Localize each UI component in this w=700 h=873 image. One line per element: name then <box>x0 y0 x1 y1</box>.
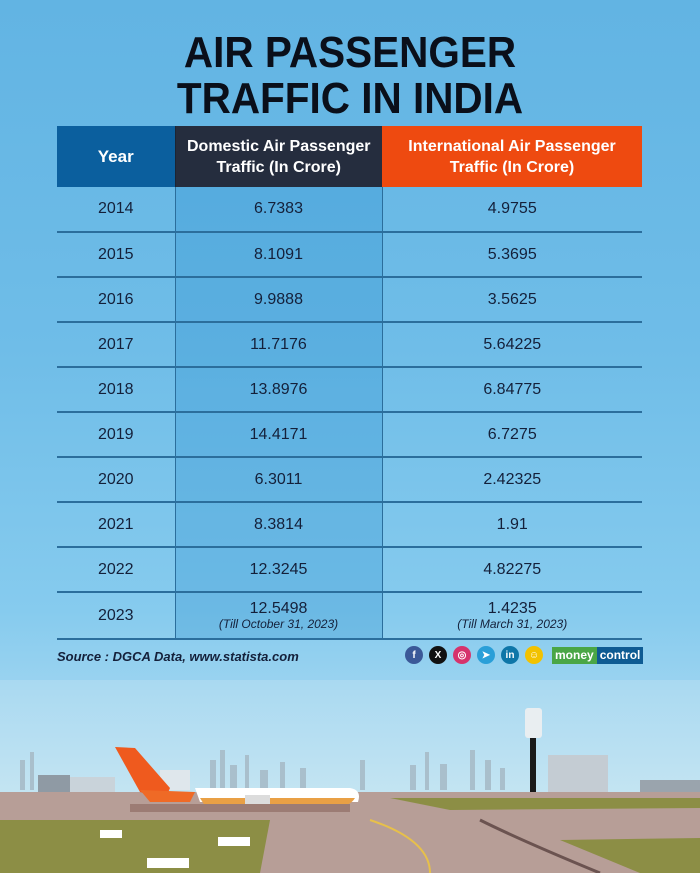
international-cell-value: 1.91 <box>496 515 528 533</box>
year-cell-value: 2022 <box>97 560 134 578</box>
table-row: 2019 14.4171 6.7275 <box>57 412 642 458</box>
table-row: 2014 6.7383 4.9755 <box>57 187 642 233</box>
header-domestic: Domestic Air Passenger Traffic (In Crore… <box>174 126 382 187</box>
year-cell-value: 2015 <box>97 245 134 263</box>
domestic-cell: 11.7176 <box>174 322 383 368</box>
domestic-cell: 8.1091 <box>174 232 383 278</box>
traffic-table: Year Domestic Air Passenger Traffic (In … <box>57 126 642 640</box>
year-cell-value: 2020 <box>97 470 134 488</box>
airport-illustration <box>0 680 700 873</box>
header-international: International Air Passenger Traffic (In … <box>382 126 642 187</box>
international-cell: 6.7275 <box>382 412 642 458</box>
header-row: Year Domestic Air Passenger Traffic (In … <box>57 126 642 187</box>
international-cell-value: 6.7275 <box>487 425 537 443</box>
year-cell: 2019 <box>57 412 175 458</box>
control-tower <box>530 725 536 800</box>
domestic-cell: 6.3011 <box>174 457 383 503</box>
year-cell-value: 2019 <box>97 425 134 443</box>
international-cell-value: 5.64225 <box>483 335 542 353</box>
domestic-cell-value: 11.7176 <box>250 335 307 353</box>
international-cell: 4.9755 <box>382 187 642 233</box>
snapchat-icon[interactable]: ☺ <box>525 646 543 664</box>
table-row: 2017 11.7176 5.64225 <box>57 322 642 368</box>
title-line-2: TRAFFIC IN INDIA <box>176 74 524 123</box>
year-cell: 2018 <box>57 367 175 413</box>
instagram-icon[interactable]: ◎ <box>453 646 471 664</box>
international-cell: 3.5625 <box>382 277 642 323</box>
international-cell-value: 3.5625 <box>487 290 537 308</box>
airplane <box>115 747 359 812</box>
year-cell: 2022 <box>57 547 175 593</box>
year-cell-value: 2023 <box>97 606 134 624</box>
table-row: 2021 8.3814 1.91 <box>57 502 642 548</box>
international-cell-note: (Till March 31, 2023) <box>457 617 568 631</box>
domestic-cell: 12.3245 <box>174 547 383 593</box>
international-cell: 6.84775 <box>382 367 642 413</box>
telegram-icon[interactable]: ➤ <box>477 646 495 664</box>
domestic-cell-value: 6.3011 <box>254 470 303 488</box>
international-cell: 5.3695 <box>382 232 642 278</box>
domestic-cell-value: 14.4171 <box>249 425 308 443</box>
year-cell: 2014 <box>57 187 175 233</box>
table-row: 2018 13.8976 6.84775 <box>57 367 642 413</box>
domestic-cell-value: 8.1091 <box>254 245 303 263</box>
grass <box>0 820 270 873</box>
year-cell: 2016 <box>57 277 175 323</box>
domestic-cell-value: 12.5498 <box>249 600 308 617</box>
year-cell: 2021 <box>57 502 175 548</box>
international-cell-value: 4.9755 <box>487 200 537 217</box>
domestic-cell-value: 8.3814 <box>254 515 303 533</box>
international-cell-value: 1.4235 <box>487 600 537 617</box>
year-cell: 2023 <box>57 592 175 640</box>
year-cell: 2017 <box>57 322 175 368</box>
international-cell: 5.64225 <box>382 322 642 368</box>
international-cell: 1.91 <box>382 502 642 548</box>
domestic-cell: 14.4171 <box>174 412 383 458</box>
domestic-cell-value: 12.3245 <box>249 560 308 578</box>
international-cell-value: 6.84775 <box>483 380 542 398</box>
domestic-cell-note: (Till October 31, 2023) <box>218 617 339 631</box>
international-cell-value: 4.82275 <box>483 560 542 578</box>
year-cell-value: 2018 <box>97 380 134 398</box>
international-cell: 1.4235 (Till March 31, 2023) <box>382 592 642 640</box>
year-cell-value: 2014 <box>97 200 134 217</box>
year-cell: 2015 <box>57 232 175 278</box>
table-row: 2020 6.3011 2.42325 <box>57 457 642 503</box>
year-cell-value: 2017 <box>97 335 134 353</box>
domestic-cell-value: 13.8976 <box>249 380 308 398</box>
source-note: Source : DGCA Data, www.statista.com <box>57 649 299 664</box>
airplane-tail <box>115 747 170 800</box>
year-cell: 2020 <box>57 457 175 503</box>
domestic-cell: 6.7383 <box>174 187 383 233</box>
table-row: 2022 12.3245 4.82275 <box>57 547 642 593</box>
linkedin-icon[interactable]: in <box>501 646 519 664</box>
moneycontrol-logo: money control <box>552 646 644 664</box>
header-year: Year <box>57 126 175 187</box>
domestic-cell: 9.9888 <box>174 277 383 323</box>
logo-part-money: money <box>552 646 597 664</box>
city-skyline <box>20 750 505 790</box>
international-cell-value: 2.42325 <box>483 470 542 488</box>
year-cell-value: 2021 <box>97 515 134 533</box>
table-row: 2015 8.1091 5.3695 <box>57 232 642 278</box>
facebook-icon[interactable]: f <box>405 646 423 664</box>
logo-part-control: control <box>596 646 644 664</box>
table-row: 2023 12.5498 (Till October 31, 2023) 1.4235… <box>57 592 642 640</box>
runway-signs <box>100 830 250 868</box>
domestic-cell: 13.8976 <box>174 367 383 413</box>
domestic-cell-value: 6.7383 <box>254 200 303 217</box>
x-icon[interactable]: X <box>429 646 447 664</box>
international-cell-value: 5.3695 <box>487 245 537 263</box>
international-cell: 2.42325 <box>382 457 642 503</box>
page-title: AIR PASSENGER TRAFFIC IN INDIA <box>28 30 672 122</box>
social-links: f X ◎ ➤ in ☺ money control <box>405 646 644 664</box>
domestic-cell: 12.5498 (Till October 31, 2023) <box>174 592 383 640</box>
title-line-1: AIR PASSENGER <box>183 28 517 77</box>
domestic-cell-value: 9.9888 <box>254 290 303 308</box>
international-cell: 4.82275 <box>382 547 642 593</box>
table-row: 2016 9.9888 3.5625 <box>57 277 642 323</box>
domestic-cell: 8.3814 <box>174 502 383 548</box>
year-cell-value: 2016 <box>97 290 134 308</box>
